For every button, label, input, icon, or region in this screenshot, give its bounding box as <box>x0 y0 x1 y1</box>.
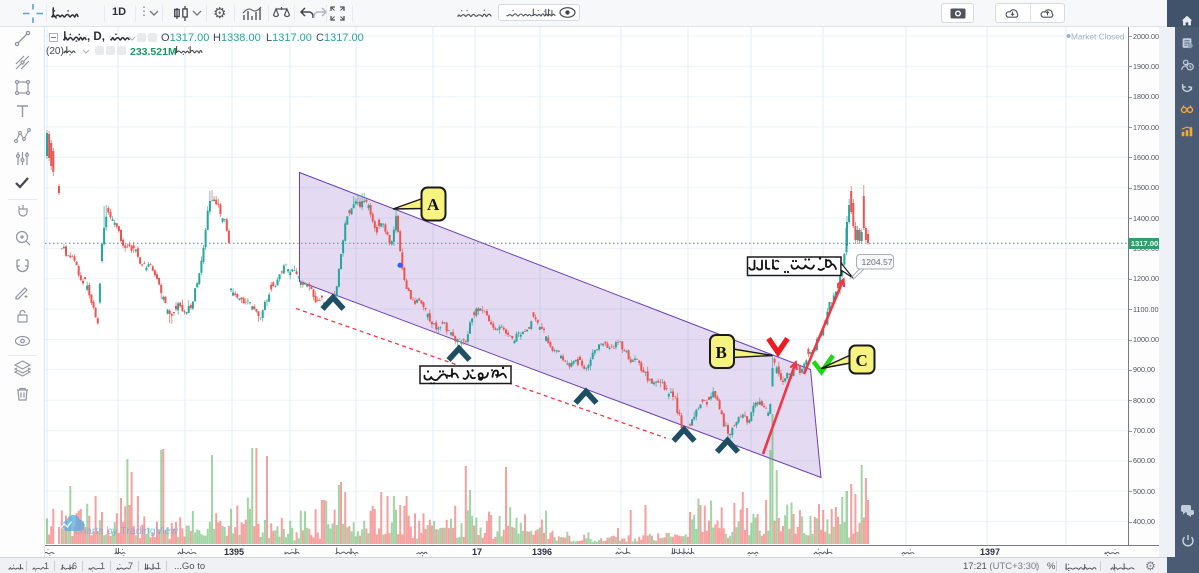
svg-text:A: A <box>427 195 440 214</box>
svg-text:1204.57: 1204.57 <box>862 257 893 267</box>
svg-text:Market Closed: Market Closed <box>1071 32 1125 42</box>
svg-text:C: C <box>856 351 868 370</box>
svg-text:B: B <box>716 343 727 362</box>
svg-text:charts by TradingView: charts by TradingView <box>75 525 179 537</box>
